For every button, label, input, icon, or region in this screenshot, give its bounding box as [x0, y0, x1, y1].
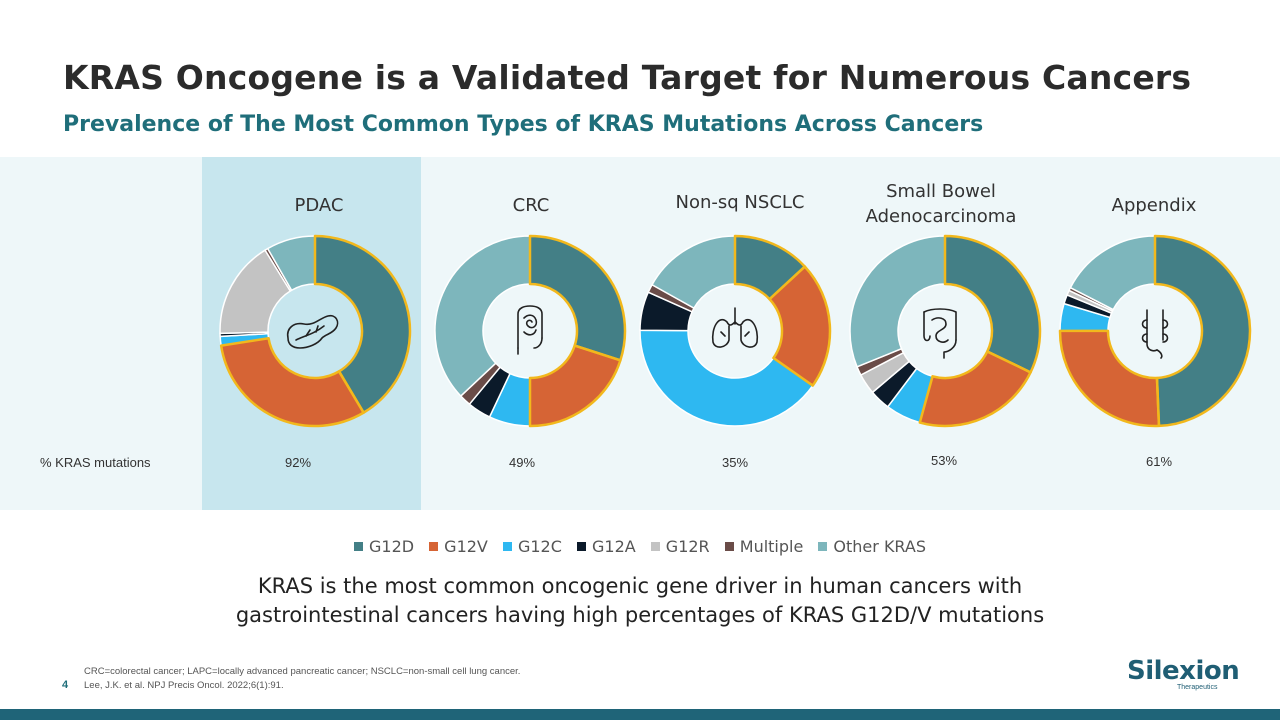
chart-label-text: PDAC — [294, 195, 344, 216]
legend-item-g12r: G12R — [650, 537, 710, 556]
chart-label-text: CRC — [512, 195, 550, 216]
donut-pdac — [219, 234, 412, 428]
logo-text: Silexion — [1127, 656, 1240, 686]
emphasis-outline — [528, 344, 622, 428]
donut-small-bowel-adenocarcinoma — [849, 234, 1042, 428]
emphasis-outline — [918, 350, 1032, 428]
legend-label: G12R — [665, 537, 710, 556]
legend-item-other-kras: Other KRAS — [818, 537, 926, 556]
chart-label-pdac: PDAC — [209, 193, 429, 218]
slice-g12d — [944, 235, 1041, 374]
bottom-accent-bar — [0, 709, 1280, 720]
legend-label: G12C — [517, 537, 562, 556]
slice-g12v — [220, 337, 365, 427]
chart-legend: G12D G12V G12C G12A G12R Multiple Other … — [0, 536, 1280, 556]
legend-swatch — [502, 542, 512, 551]
legend-item-multiple: Multiple — [724, 537, 804, 556]
footnotes: CRC=colorectal cancer; LAPC=locally adva… — [84, 665, 520, 693]
legend-swatch — [577, 542, 586, 551]
legend-item-g12a: G12A — [577, 537, 636, 556]
chart-label-appendix: Appendix — [1044, 193, 1264, 218]
chart-label-crc: CRC — [421, 193, 641, 218]
legend-item-g12c: G12C — [502, 537, 562, 556]
emphasis-outline — [943, 234, 1042, 374]
chart-label-text-line2: Adenocarcinoma — [865, 206, 1017, 227]
page-number: 4 — [62, 679, 69, 691]
donut-non-sq-nsclc — [639, 234, 832, 427]
emphasis-outline — [528, 234, 627, 362]
kras-pct-small-bowel: 53% — [930, 453, 958, 468]
slide-title: KRAS Oncogene is a Validated Target for … — [63, 58, 1192, 97]
kras-pct-pdac: 92% — [284, 455, 312, 470]
donut-crc — [434, 234, 627, 428]
donut-appendix — [1058, 234, 1252, 428]
kras-pct-crc: 49% — [508, 455, 536, 470]
footnote-reference: Lee, J.K. et al. NPJ Precis Oncol. 2022;… — [84, 680, 284, 691]
emphasis-outline — [313, 234, 412, 414]
legend-swatch — [354, 542, 363, 551]
legend-swatch — [724, 542, 734, 551]
legend-swatch — [650, 542, 660, 551]
emphasis-outline — [1058, 329, 1161, 428]
legend-label: G12V — [444, 537, 488, 556]
legend-label: G12A — [592, 537, 636, 556]
chart-label-text: Non-sq NSCLC — [675, 192, 805, 213]
chart-label-nsclc: Non-sq NSCLC — [630, 190, 850, 215]
legend-label: Other KRAS — [833, 537, 926, 556]
legend-label: G12D — [369, 537, 415, 556]
emphasis-outline — [768, 265, 832, 387]
emphasis-outline — [219, 336, 365, 428]
kras-pct-nsclc: 35% — [721, 455, 749, 470]
legend-swatch — [429, 542, 439, 551]
logo-subtext: Therapeutics — [1177, 684, 1218, 691]
legend-item-g12d: G12D — [354, 537, 414, 556]
chart-label-text: Appendix — [1111, 195, 1197, 216]
chart-label-small-bowel: Small Bowel Adenocarcinoma — [831, 179, 1051, 229]
legend-label: Multiple — [739, 537, 804, 556]
slice-g12c — [639, 329, 814, 427]
takeaway-line-2: gastrointestinal cancers having high per… — [235, 603, 1045, 627]
slice-other-kras — [434, 235, 531, 398]
takeaway-line-1: KRAS is the most common oncogenic gene d… — [257, 574, 1023, 598]
kras-mutations-row-label: % KRAS mutations — [40, 455, 151, 470]
takeaway-statement: KRAS is the most common oncogenic gene d… — [190, 572, 1090, 630]
slide-subtitle: Prevalence of The Most Common Types of K… — [63, 112, 984, 137]
kras-pct-appendix: 61% — [1145, 454, 1173, 469]
chart-label-text: Small Bowel — [886, 181, 996, 202]
legend-item-g12v: G12V — [429, 537, 488, 556]
company-logo: Silexion Therapeutics — [1127, 656, 1240, 696]
emphasis-outline — [1153, 234, 1252, 428]
slice-other-kras — [849, 235, 946, 368]
slice-g12d — [529, 235, 626, 362]
footnote-abbreviations: CRC=colorectal cancer; LAPC=locally adva… — [84, 666, 521, 677]
legend-swatch — [818, 542, 828, 551]
